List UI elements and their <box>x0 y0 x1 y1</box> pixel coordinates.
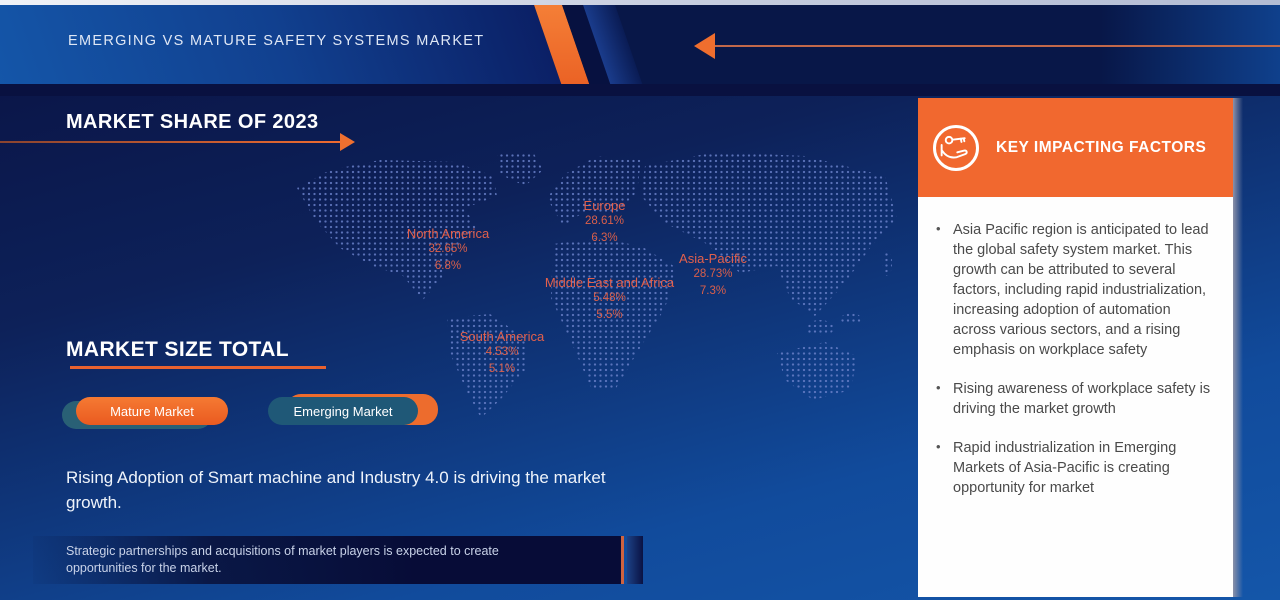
region-share: 32.65% <box>428 243 468 255</box>
arrow-left-line <box>712 45 1280 47</box>
market-size-title: MARKET SIZE TOTAL <box>66 338 290 361</box>
panel-shadow <box>1233 98 1243 597</box>
region-share: 4.53% <box>485 346 519 358</box>
region-share: 28.61% <box>584 215 624 227</box>
region-name: South America <box>459 329 545 344</box>
region-name: Europe <box>583 198 626 213</box>
top-light-strip <box>0 0 1280 5</box>
bullet-text: Rapid industrialization in Emerging Mark… <box>953 440 1177 496</box>
key-factors-panel: KEY IMPACTING FACTORS • Asia Pacific reg… <box>918 98 1233 597</box>
region-growth: 5.1% <box>488 362 516 375</box>
map-label-south-america: South America 4.53% 5.1% <box>452 329 552 377</box>
map-label-europe: Europe 28.61% 6.3% <box>557 198 652 246</box>
emerging-market-label: Emerging Market <box>293 403 393 419</box>
emerging-market-button[interactable]: Emerging Market <box>268 397 418 425</box>
region-name: North America <box>406 226 490 241</box>
opportunity-bar: Strategic partnerships and acquisitions … <box>33 536 621 584</box>
region-growth: 5.5% <box>596 308 623 321</box>
bullet-icon: • <box>936 221 941 236</box>
region-share: 28.73% <box>693 268 733 280</box>
bullet-icon: • <box>936 380 941 395</box>
market-share-underline <box>0 141 341 143</box>
list-item: • Rising awareness of workplace safety i… <box>936 379 1213 419</box>
region-growth: 7.3% <box>699 284 727 297</box>
region-name: Middle East and Africa <box>544 275 675 290</box>
opportunity-text: Strategic partnerships and acquisitions … <box>66 543 499 576</box>
key-factors-list: • Asia Pacific region is anticipated to … <box>918 197 1233 597</box>
bullet-icon: • <box>936 439 941 454</box>
region-growth: 6.8% <box>434 259 462 272</box>
region-share: 5.48% <box>593 292 626 304</box>
key-in-hand-icon <box>933 124 979 171</box>
map-label-asia-pacific: Asia-Pacific 28.73% 7.3% <box>667 251 759 299</box>
header-bottom-strip <box>0 84 1280 96</box>
opportunity-bar-orange-stripe <box>621 536 624 584</box>
bullet-text: Asia Pacific region is anticipated to le… <box>953 222 1209 358</box>
key-factors-title: KEY IMPACTING FACTORS <box>996 138 1207 156</box>
market-share-title: MARKET SHARE OF 2023 <box>66 111 319 133</box>
list-item: • Asia Pacific region is anticipated to … <box>936 220 1213 360</box>
key-factors-header: KEY IMPACTING FACTORS <box>918 98 1233 197</box>
header-band: EMERGING VS MATURE SAFETY SYSTEMS MARKET <box>0 5 1280 84</box>
bullet-text: Rising awareness of workplace safety is … <box>953 381 1211 417</box>
mature-market-label: Mature Market <box>110 403 194 419</box>
map-label-middle-east-africa: Middle East and Africa 5.48% 5.5% <box>542 275 677 323</box>
map-label-north-america: North America 32.65% 6.8% <box>398 226 498 274</box>
market-size-underline <box>70 366 326 369</box>
region-name: Asia-Pacific <box>679 251 747 266</box>
arrow-right-icon <box>340 133 355 151</box>
page-title: EMERGING VS MATURE SAFETY SYSTEMS MARKET <box>68 33 485 49</box>
mature-market-button[interactable]: Mature Market <box>76 397 228 425</box>
arrow-left-icon <box>694 33 715 59</box>
world-map-dotted <box>297 152 897 418</box>
region-growth: 6.3% <box>591 231 618 244</box>
opportunity-bar-end-block <box>627 536 643 584</box>
list-item: • Rapid industrialization in Emerging Ma… <box>936 438 1213 498</box>
market-driver-text: Rising Adoption of Smart machine and Ind… <box>66 468 606 512</box>
